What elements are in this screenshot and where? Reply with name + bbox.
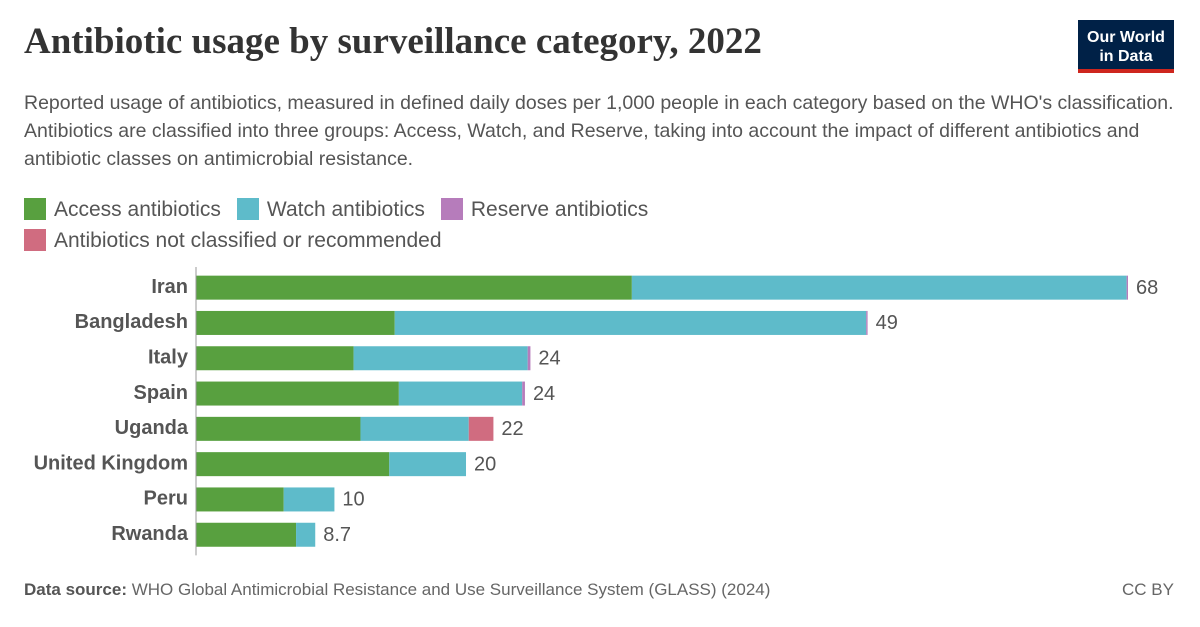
y-tick-label: Spain bbox=[134, 382, 188, 404]
y-tick-label: Bangladesh bbox=[75, 311, 188, 333]
bar-segment bbox=[196, 275, 632, 300]
bar-segment bbox=[522, 381, 525, 406]
total-label: 8.7 bbox=[323, 524, 351, 546]
y-tick-label: Iran bbox=[151, 276, 188, 298]
bar-segment bbox=[468, 416, 494, 441]
total-label: 10 bbox=[342, 489, 364, 511]
bar-segment bbox=[527, 346, 531, 371]
bar-segment bbox=[360, 416, 469, 441]
bar-segment bbox=[196, 346, 354, 371]
legend-label: Reserve antibiotics bbox=[470, 198, 649, 221]
legend-swatch bbox=[24, 229, 46, 251]
legend-item[interactable]: Reserve antibiotics bbox=[440, 195, 649, 226]
total-label: 24 bbox=[538, 348, 560, 370]
total-label: 24 bbox=[533, 383, 555, 405]
total-label: 68 bbox=[1136, 277, 1158, 299]
bar-segment bbox=[394, 310, 867, 335]
source: WHO Global Antimicrobial Resistance and … bbox=[131, 580, 771, 599]
bar-segment bbox=[196, 416, 361, 441]
source-label: Data source: bbox=[24, 580, 127, 599]
legend-label: Antibiotics not classified or recommende… bbox=[54, 229, 442, 252]
total-label: 20 bbox=[474, 453, 496, 475]
bar-segment bbox=[196, 310, 395, 335]
license[interactable]: CC BY bbox=[1122, 580, 1174, 599]
bar-segment bbox=[631, 275, 1127, 300]
logo[interactable]: Our World in Data bbox=[1078, 20, 1174, 73]
legend-item[interactable]: Access antibiotics bbox=[24, 195, 221, 226]
bar-segment bbox=[283, 487, 335, 512]
bar-segment bbox=[389, 452, 467, 477]
bar-segment bbox=[296, 522, 316, 547]
legend-label: Access antibiotics bbox=[54, 198, 221, 221]
bar-segment bbox=[398, 381, 523, 406]
y-tick-label: Italy bbox=[148, 347, 189, 369]
bar-segment bbox=[1126, 275, 1128, 300]
y-tick-label: Rwanda bbox=[111, 523, 189, 545]
legend-item[interactable]: Watch antibiotics bbox=[236, 195, 425, 226]
footer: Data source: WHO Global Antimicrobial Re… bbox=[24, 580, 770, 600]
chart: Iran 68 Bangladesh 49 Italy 24 Spain 24 Uganda 22… bbox=[34, 267, 1158, 556]
total-label: 22 bbox=[501, 418, 523, 440]
y-tick-label: United Kingdom bbox=[34, 452, 188, 474]
chart-title: Antibiotic usage by surveillance categor… bbox=[24, 21, 762, 62]
bar-segment bbox=[866, 310, 868, 335]
legend-label: Watch antibiotics bbox=[266, 198, 425, 221]
legend: Access antibiotics Watch antibiotics Reser… bbox=[24, 195, 824, 257]
total-label: 49 bbox=[876, 312, 898, 334]
y-tick-label: Uganda bbox=[115, 417, 189, 439]
bar-segment bbox=[196, 522, 297, 547]
legend-swatch bbox=[440, 198, 463, 220]
legend-swatch bbox=[24, 198, 46, 220]
bar-segment bbox=[196, 487, 284, 512]
bar-segment bbox=[196, 381, 399, 406]
subtitle: Reported usage of antibiotics, measured … bbox=[24, 92, 1174, 170]
bar-segment bbox=[353, 346, 528, 371]
bar-segment bbox=[196, 452, 390, 477]
y-tick-label: Peru bbox=[144, 488, 188, 510]
legend-swatch bbox=[236, 198, 259, 220]
legend-item[interactable]: Antibiotics not classified or recommende… bbox=[24, 226, 442, 257]
